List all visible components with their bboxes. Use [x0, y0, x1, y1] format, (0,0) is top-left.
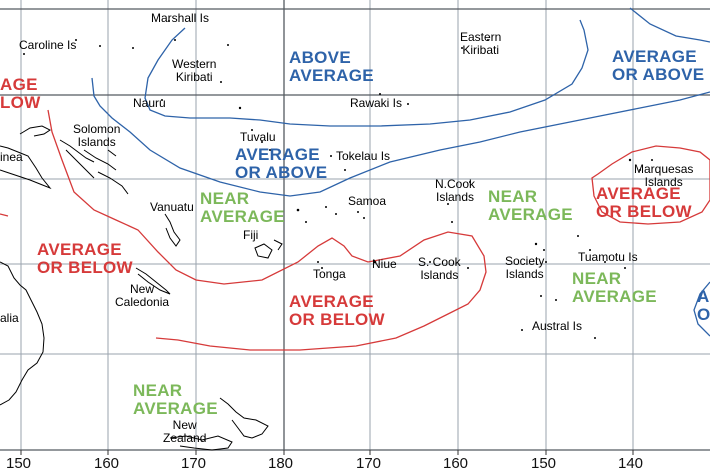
- zone-average-or-below-south: AVERAGE OR BELOW: [289, 292, 385, 329]
- longitude-label-150w: 150: [6, 455, 32, 472]
- longitude-label-160e: 160: [94, 455, 120, 472]
- solomon-coast-1: [59, 139, 95, 163]
- map-grid: [0, 0, 710, 450]
- below-contours: [0, 109, 710, 351]
- new-britain-coast: [19, 125, 51, 137]
- west-below-boundary: [47, 109, 487, 351]
- zone-near-average-center: NEAR AVERAGE: [200, 189, 285, 226]
- solomon-coast-5: [107, 149, 117, 157]
- zone-above-right-edge: A O: [697, 287, 710, 324]
- longitude-label-160w: 160: [443, 455, 469, 472]
- longitude-label-170w: 170: [356, 455, 382, 472]
- southern-cook-islands-label: S. Cook Islands: [418, 255, 461, 282]
- fiji-coast-2: [273, 239, 283, 251]
- above-average-boundary: [144, 19, 589, 127]
- nauru-label: Nauru: [133, 96, 166, 110]
- zone-average-or-below-west: AVERAGE OR BELOW: [37, 240, 133, 277]
- papua-new-guinea-label: inea: [0, 150, 23, 164]
- society-islands-label: Society Islands: [505, 254, 545, 281]
- small-islands: [23, 20, 653, 339]
- tuamotu-islands-label: Tuamotu Is: [578, 250, 638, 264]
- zone-near-average-south: NEAR AVERAGE: [133, 381, 218, 418]
- solomon-coast-4: [97, 171, 129, 195]
- longitude-ticks: [20, 450, 634, 455]
- zone-near-average-southeast: NEAR AVERAGE: [572, 269, 657, 306]
- rawaki-islands-label: Rawaki Is: [350, 96, 403, 110]
- tuvalu-label: Tuvalu: [240, 130, 276, 144]
- austral-islands-label: Austral Is: [532, 319, 583, 333]
- nw-below-boundary: [0, 213, 9, 217]
- niue-label: Niue: [372, 257, 397, 271]
- ne-above-boundary: [629, 7, 710, 43]
- new-zealand-south: [169, 435, 233, 451]
- marshall-islands-label: Marshall Is: [151, 11, 210, 25]
- vanuatu-coast: [164, 213, 181, 247]
- new-zealand-north: [219, 397, 269, 439]
- map-frame: [0, 0, 710, 451]
- northern-cook-islands-label: N.Cook Islands: [435, 177, 476, 204]
- samoa-label: Samoa: [348, 194, 387, 208]
- longitude-label-180: 180: [268, 455, 294, 472]
- longitude-label-150w-east: 150: [531, 455, 557, 472]
- caroline-islands-label: Caroline Is: [19, 38, 77, 52]
- solomon-coast-2: [65, 149, 95, 179]
- zone-average-or-above-center: AVERAGE OR ABOVE: [235, 145, 328, 182]
- tokelau-islands-label: Tokelau Is: [336, 149, 391, 163]
- new-zealand-label: New Zealand: [163, 418, 207, 445]
- solomon-islands-label: Solomon Islands: [73, 122, 121, 149]
- coastlines: [0, 125, 283, 451]
- longitude-label-170e: 170: [181, 455, 207, 472]
- zone-average-or-above-northeast: AVERAGE OR ABOVE: [612, 47, 705, 84]
- tonga-label: Tonga: [313, 267, 346, 281]
- western-kiribati-label: Western Kiribati: [172, 57, 217, 84]
- papua-new-guinea-coast: [0, 145, 52, 190]
- east-above-boundary: [693, 281, 710, 337]
- marquesas-islands-label: Marquesas Islands: [634, 162, 694, 189]
- fiji-coast: [254, 243, 273, 259]
- zone-above-average-north: ABOVE AVERAGE: [289, 48, 374, 85]
- east-below-boundary: [591, 145, 710, 225]
- average-or-above-boundary: [91, 77, 710, 197]
- australia-label: alia: [0, 311, 19, 325]
- vanuatu-label: Vanuatu: [150, 200, 194, 214]
- new-caledonia-label: New Caledonia: [115, 282, 170, 309]
- eastern-kiribati-label: Eastern Kiribati: [460, 30, 502, 57]
- zone-near-average-east: NEAR AVERAGE: [488, 187, 573, 224]
- fiji-label: Fiji: [243, 228, 259, 242]
- solomon-coast-3: [83, 149, 117, 171]
- new-caledonia-coast: [135, 267, 171, 295]
- above-contours: [91, 7, 710, 337]
- australia-coast: [0, 261, 45, 406]
- zone-average-or-below-east: AVERAGE OR BELOW: [596, 184, 692, 221]
- longitude-label-140w: 140: [618, 455, 644, 472]
- zone-average-or-below-northwest: AGE LOW: [0, 75, 41, 112]
